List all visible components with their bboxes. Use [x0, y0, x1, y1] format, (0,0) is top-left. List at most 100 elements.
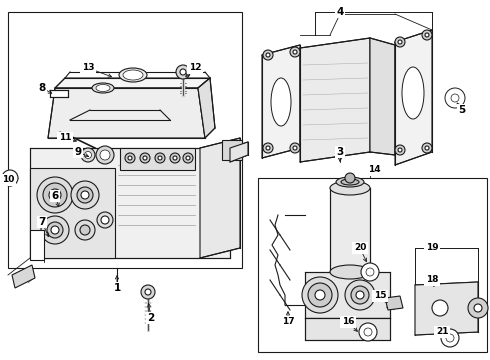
Circle shape — [80, 225, 90, 235]
Polygon shape — [395, 30, 432, 165]
Circle shape — [474, 304, 482, 312]
Circle shape — [71, 181, 99, 209]
Circle shape — [395, 37, 405, 47]
Polygon shape — [200, 138, 240, 258]
Circle shape — [186, 156, 190, 160]
Circle shape — [366, 268, 374, 276]
Circle shape — [361, 263, 379, 281]
Circle shape — [7, 175, 13, 181]
Circle shape — [81, 191, 89, 199]
Circle shape — [290, 143, 300, 153]
Bar — [415, 248, 478, 285]
Circle shape — [41, 216, 69, 244]
Circle shape — [398, 148, 402, 152]
Circle shape — [176, 65, 190, 79]
Text: 9: 9 — [74, 147, 81, 157]
Text: 10: 10 — [2, 175, 14, 184]
Polygon shape — [198, 78, 215, 138]
Ellipse shape — [330, 265, 370, 279]
Text: 12: 12 — [189, 63, 201, 72]
Circle shape — [425, 33, 429, 37]
Circle shape — [100, 150, 110, 160]
Circle shape — [180, 69, 186, 75]
Circle shape — [2, 170, 18, 186]
Text: 13: 13 — [82, 63, 94, 72]
Circle shape — [143, 156, 147, 160]
Circle shape — [451, 94, 459, 102]
Circle shape — [290, 47, 300, 57]
Circle shape — [101, 216, 109, 224]
Text: 20: 20 — [354, 243, 366, 252]
Circle shape — [302, 277, 338, 313]
Polygon shape — [48, 88, 205, 138]
Text: 21: 21 — [436, 328, 448, 337]
Ellipse shape — [96, 85, 110, 91]
Circle shape — [398, 40, 402, 44]
Circle shape — [263, 50, 273, 60]
Ellipse shape — [330, 181, 370, 195]
Circle shape — [37, 177, 73, 213]
Ellipse shape — [119, 68, 147, 82]
Circle shape — [183, 153, 193, 163]
Circle shape — [81, 148, 95, 162]
Circle shape — [422, 30, 432, 40]
Circle shape — [128, 156, 132, 160]
Circle shape — [97, 212, 113, 228]
Polygon shape — [385, 296, 403, 310]
Ellipse shape — [336, 177, 364, 187]
Polygon shape — [305, 272, 390, 318]
Circle shape — [425, 146, 429, 150]
Circle shape — [173, 156, 177, 160]
Circle shape — [77, 187, 93, 203]
Text: 17: 17 — [282, 318, 294, 327]
Circle shape — [155, 153, 165, 163]
Polygon shape — [415, 282, 478, 335]
Circle shape — [422, 143, 432, 153]
Ellipse shape — [341, 179, 359, 185]
Circle shape — [359, 323, 377, 341]
Circle shape — [49, 189, 61, 201]
Circle shape — [170, 153, 180, 163]
Polygon shape — [370, 38, 395, 155]
Text: 5: 5 — [458, 105, 466, 115]
Circle shape — [432, 300, 448, 316]
Polygon shape — [120, 148, 195, 170]
Polygon shape — [30, 148, 230, 258]
Circle shape — [356, 291, 364, 299]
Circle shape — [441, 329, 459, 347]
Circle shape — [308, 283, 332, 307]
Circle shape — [47, 222, 63, 238]
Bar — [8, 12, 242, 268]
Circle shape — [315, 290, 325, 300]
Text: 3: 3 — [336, 147, 343, 157]
Circle shape — [364, 328, 372, 336]
Text: 6: 6 — [51, 191, 59, 201]
Ellipse shape — [271, 78, 291, 126]
Circle shape — [445, 88, 465, 108]
Circle shape — [145, 289, 151, 295]
Polygon shape — [300, 38, 370, 162]
Text: 11: 11 — [59, 134, 71, 143]
Bar — [258, 178, 487, 352]
Circle shape — [263, 143, 273, 153]
Text: 18: 18 — [426, 275, 438, 284]
Polygon shape — [230, 142, 248, 162]
Circle shape — [293, 146, 297, 150]
Ellipse shape — [92, 83, 114, 93]
Circle shape — [125, 153, 135, 163]
Circle shape — [468, 298, 488, 318]
Circle shape — [395, 145, 405, 155]
Circle shape — [84, 152, 92, 158]
Polygon shape — [55, 78, 210, 88]
Polygon shape — [12, 265, 35, 288]
Polygon shape — [30, 168, 115, 258]
Circle shape — [345, 173, 355, 183]
Polygon shape — [30, 230, 44, 260]
Ellipse shape — [123, 70, 143, 80]
Text: 19: 19 — [426, 243, 439, 252]
Circle shape — [446, 334, 454, 342]
Polygon shape — [262, 45, 300, 158]
Polygon shape — [222, 140, 242, 160]
Circle shape — [75, 220, 95, 240]
Circle shape — [293, 50, 297, 54]
